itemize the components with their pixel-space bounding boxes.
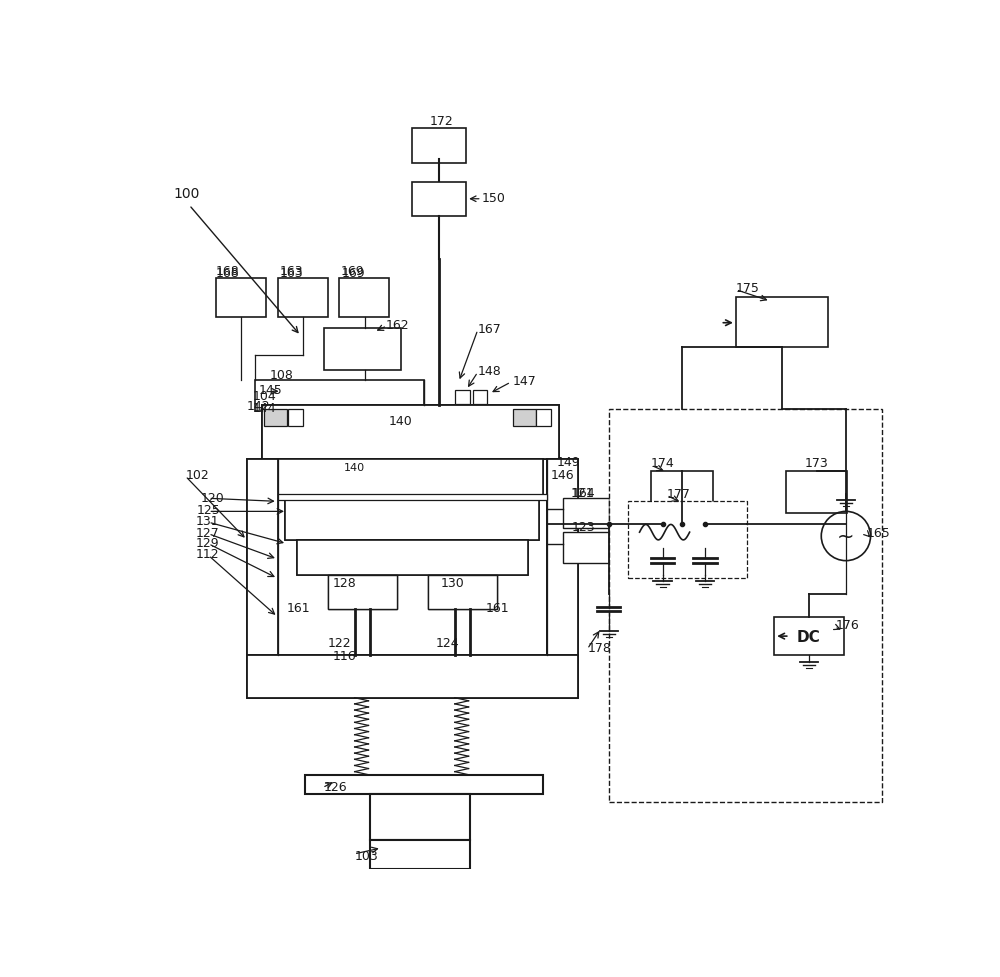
- Text: 129: 129: [195, 536, 219, 549]
- Text: 100: 100: [174, 188, 200, 201]
- Text: 104: 104: [252, 390, 276, 403]
- Bar: [473, 390, 487, 404]
- Bar: [297, 540, 528, 574]
- Bar: [288, 409, 303, 427]
- Bar: [262, 405, 559, 459]
- Bar: [285, 498, 539, 540]
- Text: 149: 149: [557, 455, 581, 468]
- Text: 168: 168: [216, 265, 240, 277]
- Text: 177: 177: [666, 488, 690, 500]
- Text: 145: 145: [258, 384, 282, 397]
- Text: 164: 164: [572, 487, 595, 499]
- Text: 125: 125: [197, 503, 221, 516]
- Bar: [370, 840, 470, 870]
- Text: 103: 103: [355, 849, 378, 862]
- Text: 124: 124: [435, 636, 459, 649]
- Text: 163: 163: [279, 267, 303, 279]
- Bar: [736, 298, 828, 348]
- Text: 128: 128: [333, 576, 357, 589]
- Text: 102: 102: [185, 468, 209, 482]
- Text: 174: 174: [651, 457, 675, 470]
- Bar: [264, 409, 287, 427]
- Text: 140: 140: [344, 462, 365, 472]
- Text: 123: 123: [572, 521, 595, 533]
- Text: 163: 163: [279, 265, 303, 277]
- Text: DC: DC: [797, 629, 821, 644]
- Text: 108: 108: [270, 368, 294, 381]
- Text: 161: 161: [287, 602, 310, 615]
- Bar: [278, 494, 547, 500]
- Bar: [285, 498, 539, 540]
- Text: 147: 147: [512, 374, 536, 388]
- Bar: [278, 278, 328, 318]
- Bar: [412, 183, 466, 217]
- Bar: [328, 574, 397, 610]
- Text: 126: 126: [324, 780, 347, 793]
- Bar: [262, 405, 559, 459]
- Bar: [297, 540, 528, 574]
- Text: 127: 127: [195, 527, 219, 539]
- Text: 146: 146: [551, 468, 575, 482]
- Text: 122: 122: [327, 636, 351, 649]
- Bar: [563, 498, 609, 529]
- Bar: [455, 390, 470, 404]
- Text: 161: 161: [485, 602, 509, 615]
- Bar: [324, 329, 401, 371]
- Bar: [536, 409, 551, 427]
- Text: 112: 112: [195, 548, 219, 561]
- Text: 169: 169: [341, 265, 364, 277]
- Text: 162: 162: [385, 319, 409, 331]
- Bar: [651, 471, 713, 513]
- Bar: [278, 459, 543, 498]
- Bar: [305, 775, 543, 794]
- Text: 173: 173: [805, 457, 829, 470]
- Bar: [278, 459, 543, 498]
- Text: 120: 120: [201, 491, 224, 504]
- Bar: [412, 129, 466, 163]
- Text: 165: 165: [867, 527, 890, 539]
- Bar: [216, 278, 266, 318]
- Text: 150: 150: [482, 191, 506, 204]
- Bar: [512, 409, 536, 427]
- Bar: [255, 381, 424, 412]
- Bar: [428, 574, 497, 610]
- Bar: [547, 459, 578, 663]
- Text: 144: 144: [252, 402, 276, 414]
- Bar: [328, 574, 397, 610]
- Text: 176: 176: [836, 618, 860, 631]
- Text: 172: 172: [430, 114, 454, 128]
- Text: 178: 178: [588, 642, 612, 655]
- Bar: [339, 278, 389, 318]
- Text: 131: 131: [195, 515, 219, 528]
- Text: 169: 169: [342, 267, 365, 279]
- Text: 168: 168: [216, 267, 240, 279]
- Text: ~: ~: [837, 527, 855, 546]
- Text: 140: 140: [389, 414, 413, 428]
- Bar: [628, 502, 747, 578]
- Text: 175: 175: [736, 281, 760, 294]
- Text: 121: 121: [570, 487, 594, 499]
- Bar: [547, 459, 578, 663]
- Bar: [609, 409, 882, 802]
- Bar: [370, 794, 470, 840]
- Text: 148: 148: [478, 364, 502, 377]
- Bar: [247, 459, 278, 663]
- Text: 167: 167: [478, 322, 502, 335]
- Text: 142: 142: [247, 400, 270, 412]
- Text: 116: 116: [333, 649, 356, 662]
- Bar: [786, 471, 847, 513]
- Bar: [774, 617, 844, 656]
- Bar: [563, 532, 609, 564]
- Bar: [247, 459, 278, 663]
- Text: 130: 130: [441, 576, 464, 589]
- Bar: [428, 574, 497, 610]
- Bar: [247, 656, 578, 698]
- Bar: [247, 656, 578, 698]
